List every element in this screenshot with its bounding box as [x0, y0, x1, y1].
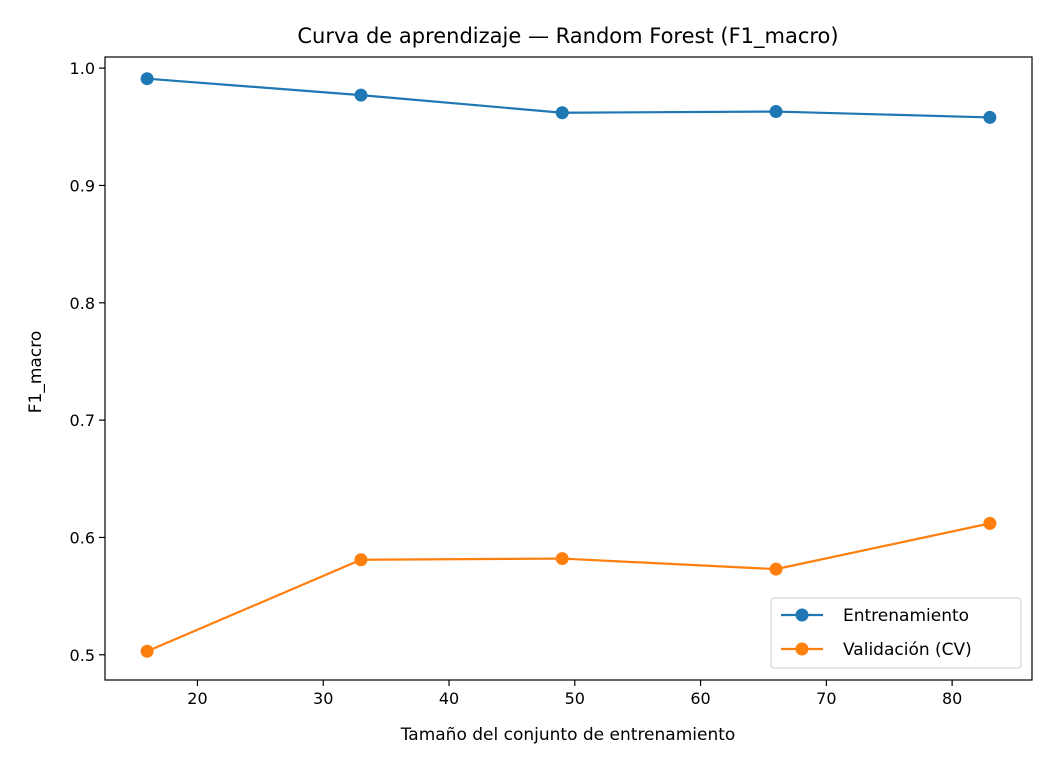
data-point-1-4 — [983, 516, 997, 530]
data-point-1-3 — [769, 562, 783, 576]
y-tick-label: 0.9 — [70, 176, 95, 195]
legend-label-1: Validación (CV) — [843, 640, 972, 660]
y-tick-label: 0.7 — [70, 411, 95, 430]
x-tick-label: 20 — [187, 689, 207, 708]
y-tick-label: 0.6 — [70, 528, 95, 547]
x-tick-label: 60 — [690, 689, 710, 708]
data-point-0-3 — [769, 105, 783, 119]
legend-marker-1 — [795, 642, 809, 656]
chart-title: Curva de aprendizaje — Random Forest (F1… — [297, 24, 838, 49]
legend-marker-0 — [795, 608, 809, 622]
data-point-0-2 — [555, 106, 569, 120]
x-axis: 20 30 40 50 60 70 80 — [187, 680, 962, 708]
x-axis-label: Tamaño del conjunto de entrenamiento — [400, 725, 736, 745]
data-point-1-0 — [140, 644, 154, 658]
data-point-1-1 — [354, 553, 368, 567]
data-point-0-1 — [354, 88, 368, 102]
x-tick-label: 40 — [439, 689, 459, 708]
x-tick-label: 80 — [942, 689, 962, 708]
x-tick-label: 70 — [816, 689, 836, 708]
y-tick-label: 0.5 — [70, 646, 95, 665]
y-tick-label: 1.0 — [70, 59, 95, 78]
y-axis: 0.5 0.6 0.7 0.8 0.9 1.0 — [70, 59, 105, 665]
data-point-1-2 — [555, 552, 569, 566]
legend: Entrenamiento Validación (CV) — [770, 597, 1022, 669]
y-axis-label: F1_macro — [26, 331, 46, 413]
legend-box — [770, 597, 1022, 669]
x-tick-label: 30 — [313, 689, 333, 708]
plot-frame — [104, 56, 1033, 681]
data-point-0-0 — [140, 72, 154, 86]
data-point-0-4 — [983, 110, 997, 124]
legend-label-0: Entrenamiento — [843, 606, 969, 626]
plot-area — [140, 72, 997, 658]
y-tick-label: 0.8 — [70, 294, 95, 313]
x-tick-label: 50 — [565, 689, 585, 708]
